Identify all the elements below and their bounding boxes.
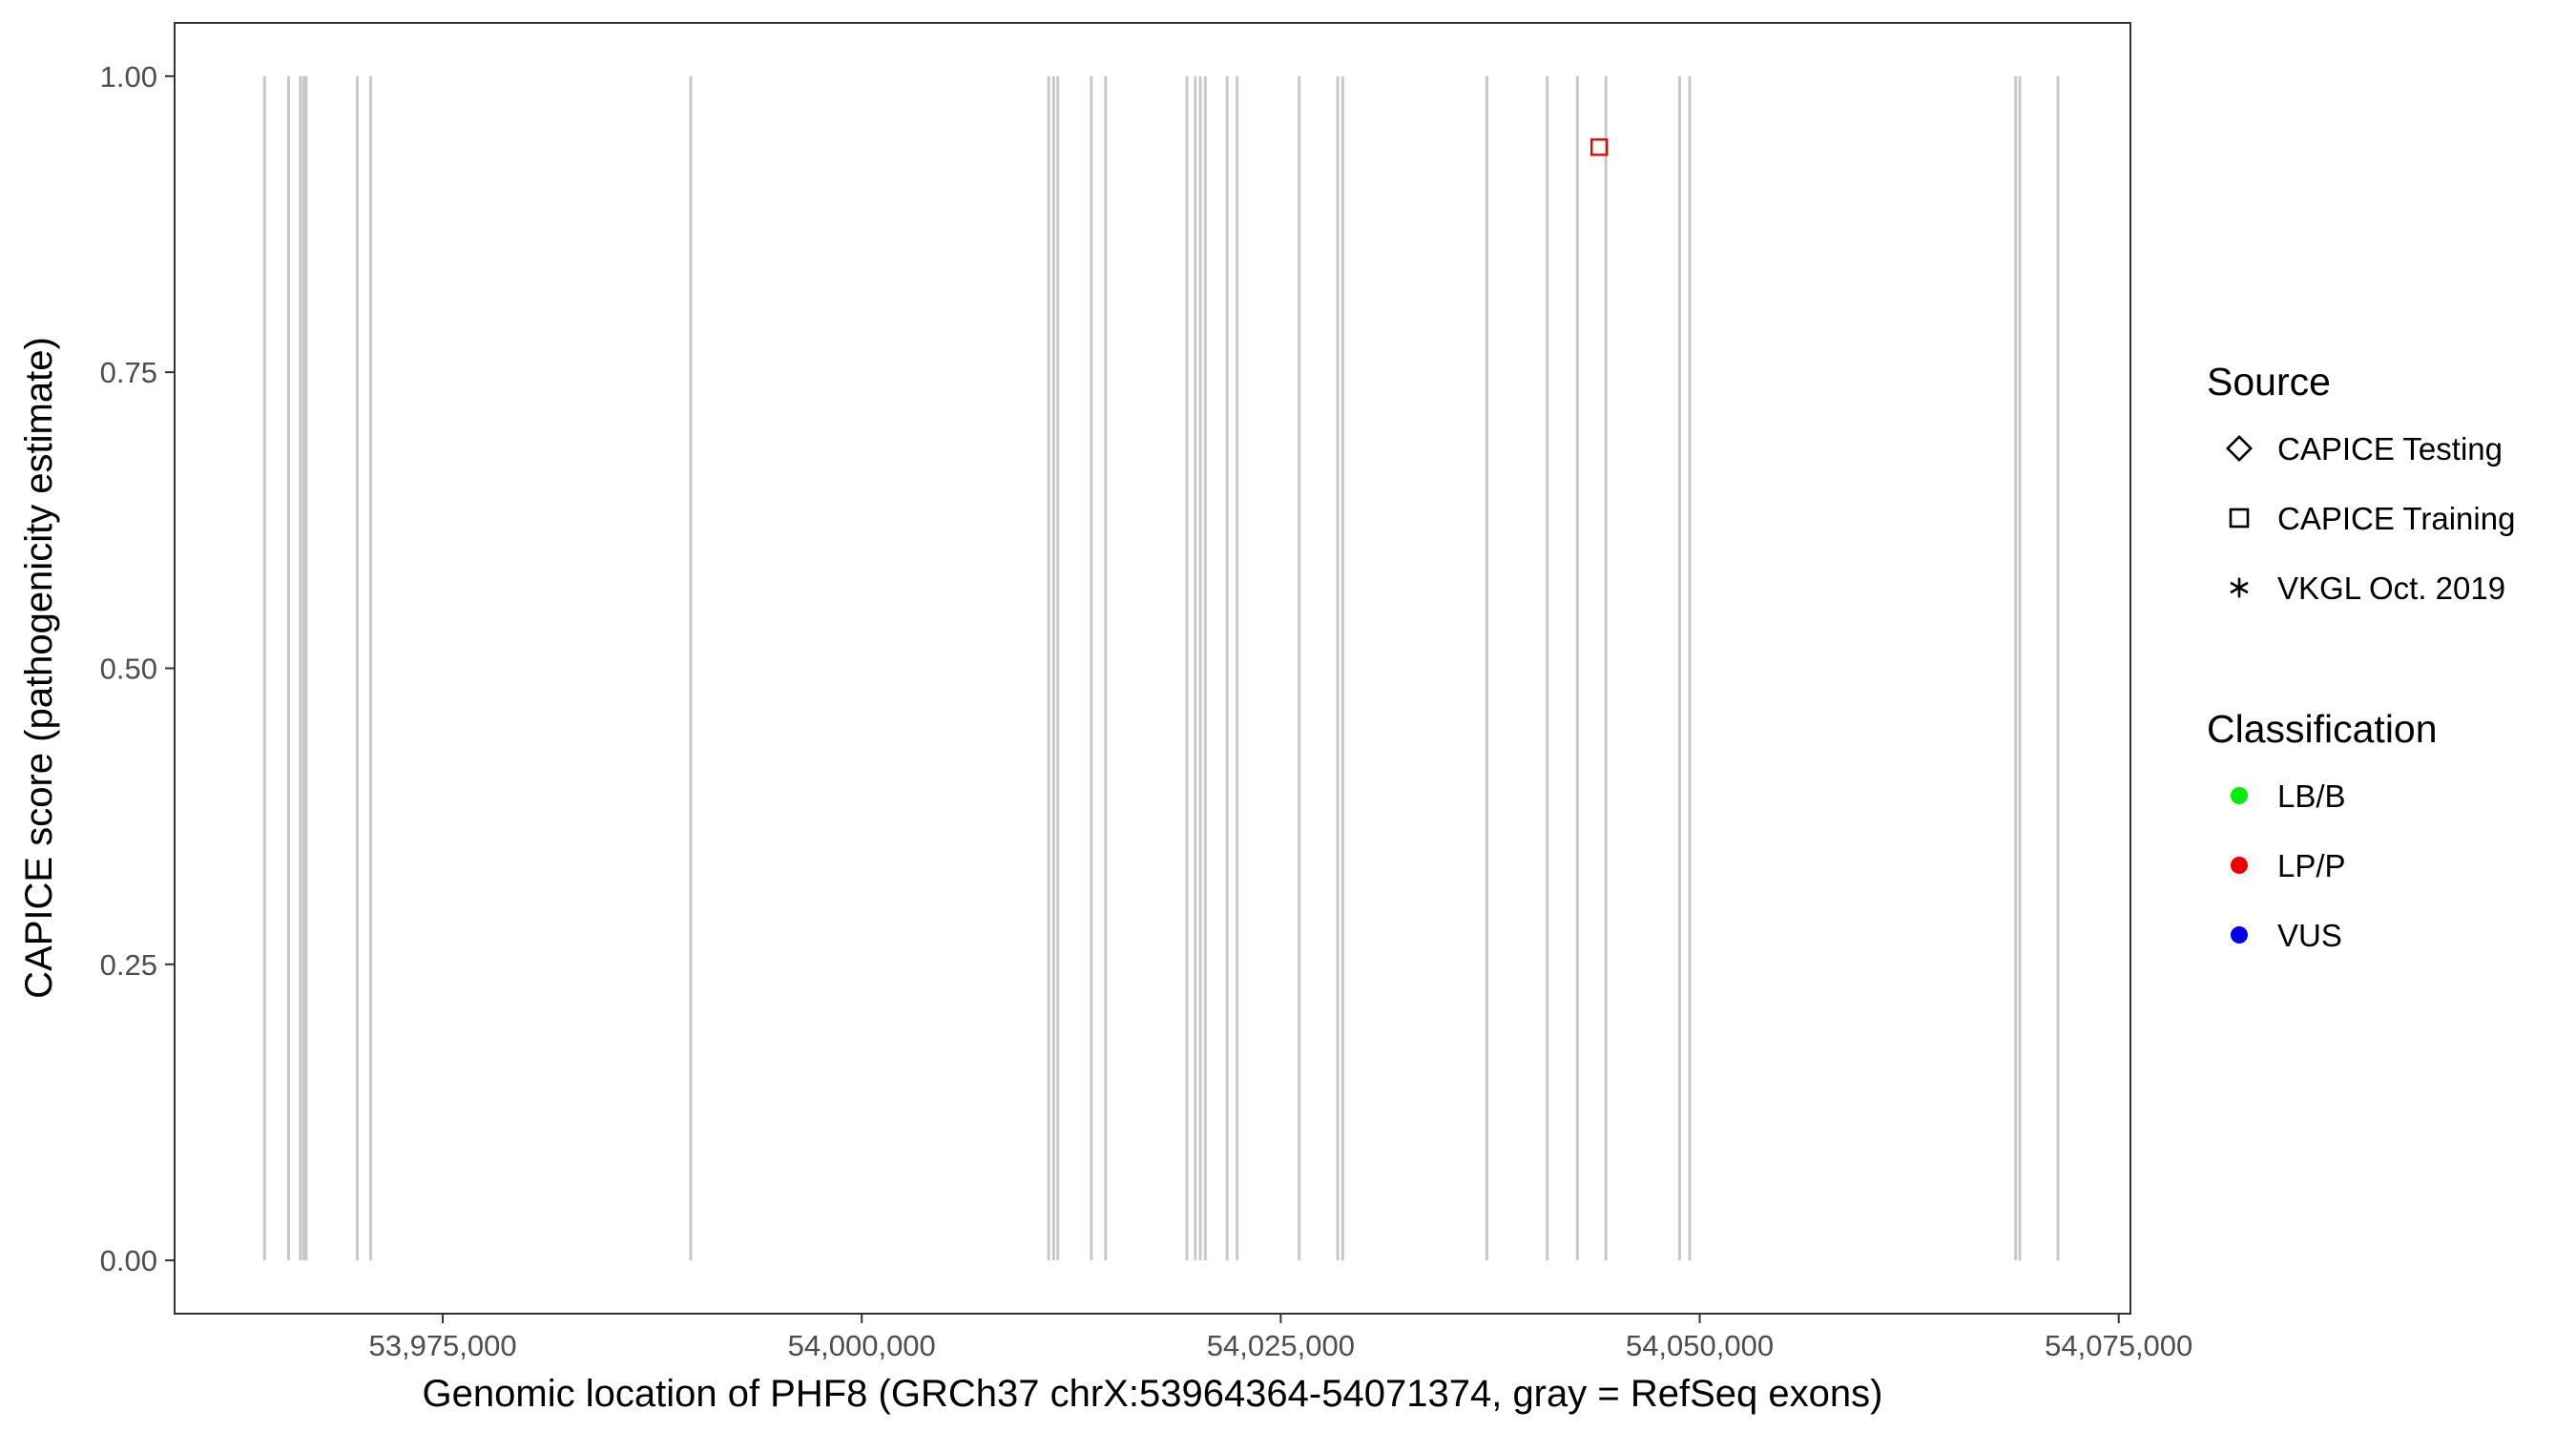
plot-panel-border xyxy=(174,22,2131,1315)
legend-class-label: LP/P xyxy=(2277,848,2346,883)
x-tick-label: 54,050,000 xyxy=(1626,1329,1774,1362)
x-axis: 53,975,000 54,000,000 54,025,000 54,050,000… xyxy=(368,1314,2192,1362)
y-tick-label: 0.00 xyxy=(100,1244,157,1277)
legend-source-key xyxy=(2230,577,2249,598)
legend-class-entries: LB/B LP/P VUS xyxy=(2231,778,2346,953)
data-points xyxy=(1590,138,1609,156)
legend-class-key xyxy=(2231,926,2248,944)
data-point xyxy=(1590,138,1609,156)
legend-class-title: Classification xyxy=(2207,707,2438,751)
legend-source-label: VKGL Oct. 2019 xyxy=(2277,570,2505,606)
x-tick-label: 53,975,000 xyxy=(368,1329,516,1362)
exon-lines xyxy=(262,75,2060,1261)
data-point-square xyxy=(1590,138,1609,156)
legend-class-label: VUS xyxy=(2277,918,2342,953)
y-tick-label: 0.50 xyxy=(100,653,157,686)
y-tick-label: 1.00 xyxy=(100,60,157,93)
legend-source-label: CAPICE Testing xyxy=(2277,431,2503,467)
legend-source-key-stroke xyxy=(2230,581,2249,594)
y-tick-label: 0.25 xyxy=(100,948,157,982)
x-tick-label: 54,075,000 xyxy=(2045,1329,2192,1362)
legend-source-entries: CAPICE Testing CAPICE Training VKGL Oct. 2… xyxy=(2226,431,2515,606)
legend-class-label: LB/B xyxy=(2277,778,2346,814)
x-tick-label: 54,000,000 xyxy=(788,1329,936,1362)
legend-class-key xyxy=(2231,857,2248,874)
y-axis-title: CAPICE score (pathogenicity estimate) xyxy=(18,337,60,999)
x-axis-title: Genomic location of PHF8 (GRCh37 chrX:53… xyxy=(423,1373,1883,1415)
y-axis: 0.00 0.25 0.50 0.75 1.00 xyxy=(100,60,175,1277)
legend-source-label: CAPICE Training xyxy=(2277,501,2515,536)
x-tick-label: 54,025,000 xyxy=(1207,1329,1355,1362)
legend: Source CAPICE Testing CAPICE Training VKGL… xyxy=(2207,360,2515,953)
legend-class-key xyxy=(2231,787,2248,804)
legend-source-key-diamond xyxy=(2226,435,2253,462)
legend-source-key xyxy=(2229,508,2250,529)
y-tick-label: 0.75 xyxy=(100,356,157,389)
legend-source-title: Source xyxy=(2207,360,2331,404)
legend-source-key xyxy=(2226,435,2253,462)
legend-source-key-square xyxy=(2229,508,2250,529)
